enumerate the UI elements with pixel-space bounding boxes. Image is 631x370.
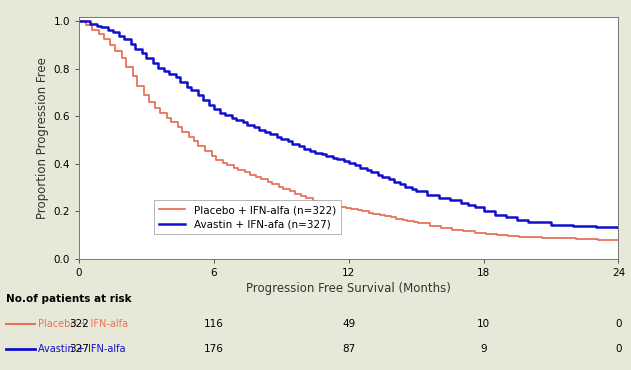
Text: 322: 322 — [69, 319, 89, 329]
Text: 10: 10 — [477, 319, 490, 329]
Y-axis label: Proportion Progression Free: Proportion Progression Free — [36, 57, 49, 219]
Text: No.of patients at risk: No.of patients at risk — [6, 294, 132, 304]
Text: 87: 87 — [342, 343, 355, 354]
Text: 327: 327 — [69, 343, 89, 354]
Text: 0: 0 — [615, 343, 622, 354]
Text: 49: 49 — [342, 319, 355, 329]
Legend: Placebo + IFN-alfa (n=322), Avastin + IFN-afa (n=327): Placebo + IFN-alfa (n=322), Avastin + IF… — [154, 200, 341, 235]
Text: 176: 176 — [204, 343, 223, 354]
Text: Avastin + IFN-alfa: Avastin + IFN-alfa — [38, 343, 126, 354]
Text: 116: 116 — [204, 319, 223, 329]
X-axis label: Progression Free Survival (Months): Progression Free Survival (Months) — [246, 282, 451, 295]
Text: 0: 0 — [615, 319, 622, 329]
Text: 9: 9 — [480, 343, 487, 354]
Text: Placebo + IFN-alfa: Placebo + IFN-alfa — [38, 319, 128, 329]
